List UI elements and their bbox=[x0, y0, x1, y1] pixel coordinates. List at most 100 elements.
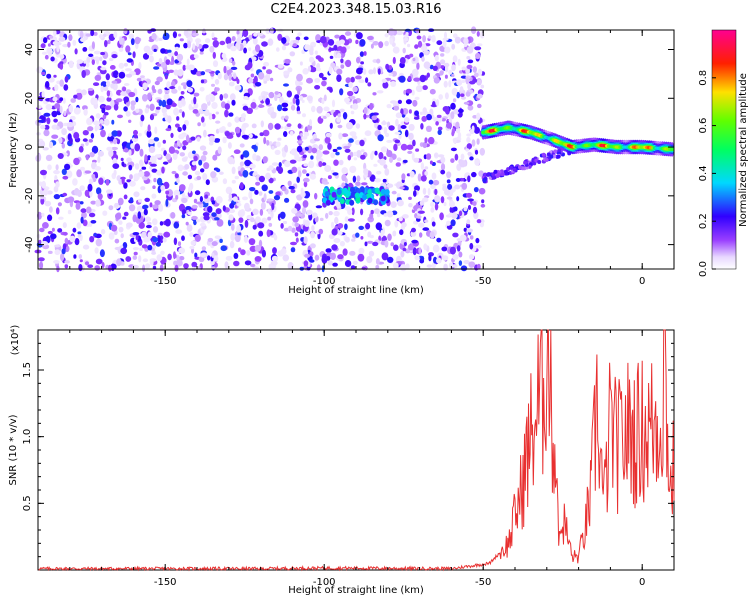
spectrogram-cell bbox=[217, 72, 222, 80]
spectrogram-cell bbox=[87, 126, 94, 132]
spectrogram-cell bbox=[443, 201, 447, 207]
spectrogram-cell bbox=[429, 202, 435, 207]
spectrogram-cell bbox=[315, 55, 322, 60]
spectrogram-cell bbox=[331, 244, 338, 251]
spectrogram-cell bbox=[417, 40, 423, 48]
spectrogram-cell bbox=[369, 174, 376, 182]
spectrogram-cell bbox=[314, 254, 320, 261]
spectrogram-cell bbox=[271, 162, 279, 166]
spectrogram-cell bbox=[347, 90, 354, 97]
spectrogram-cell bbox=[447, 183, 453, 190]
spectrogram-cell bbox=[243, 47, 248, 54]
spectrogram-cell bbox=[147, 244, 153, 251]
spectrogram-cell bbox=[460, 75, 468, 79]
spectrogram-cell bbox=[118, 62, 125, 69]
spectrogram-cell bbox=[380, 146, 388, 153]
spectrogram-cell bbox=[265, 98, 270, 105]
spectrogram-cell bbox=[345, 77, 352, 84]
spectrogram-cell bbox=[244, 202, 250, 211]
spectrogram-cell bbox=[128, 164, 133, 171]
spectrogram-cell bbox=[262, 156, 268, 164]
spectrogram-cell bbox=[177, 164, 184, 172]
spectrogram-cell bbox=[356, 150, 362, 158]
spectrogram-cell bbox=[155, 106, 161, 110]
spectrogram-cell bbox=[315, 34, 321, 42]
spectrogram-cell bbox=[270, 111, 277, 119]
spectrogram-cell bbox=[471, 171, 477, 178]
spectrogram-cell bbox=[152, 226, 159, 233]
spectrogram-cell bbox=[91, 59, 96, 65]
spectrogram-cell bbox=[244, 159, 252, 167]
spectrogram-cell bbox=[43, 37, 48, 44]
spectrogram-cell bbox=[173, 251, 176, 260]
spectrogram-cell bbox=[450, 219, 456, 227]
spectrogram-cell bbox=[420, 257, 425, 261]
spectrogram-cell bbox=[252, 37, 258, 45]
spectrogram-cell bbox=[166, 98, 173, 106]
spectrogram-cell bbox=[108, 149, 114, 157]
spectrogram-cell bbox=[422, 35, 426, 43]
x-tick-label: 0 bbox=[639, 577, 645, 588]
spectrogram-cell bbox=[212, 60, 219, 68]
spectrogram-cell bbox=[360, 149, 365, 153]
spectrogram-cell bbox=[194, 234, 201, 242]
spectrogram-cell bbox=[192, 150, 196, 155]
spectrogram-cell bbox=[94, 166, 102, 171]
spectrogram-cell bbox=[215, 87, 220, 92]
spectrogram-cell bbox=[94, 74, 102, 81]
spectrogram-cell bbox=[139, 247, 144, 251]
spectrogram-cell bbox=[468, 254, 475, 260]
spectrogram-cell bbox=[381, 121, 387, 125]
spectrogram-cell bbox=[136, 205, 143, 213]
spectrogram-cell bbox=[460, 93, 465, 97]
spectrogram-cell bbox=[110, 99, 115, 108]
spectrogram-cell bbox=[115, 212, 122, 220]
spectrogram-cell bbox=[113, 169, 117, 176]
spectrogram-cell bbox=[338, 159, 344, 166]
spectrogram-cell bbox=[36, 234, 41, 239]
spectrogram-cell bbox=[361, 182, 368, 186]
spectrogram-cell bbox=[475, 244, 482, 249]
spectrogram-cell bbox=[81, 70, 86, 78]
spectrogram-cell bbox=[358, 247, 365, 254]
spectrogram-cell bbox=[407, 244, 414, 251]
spectrogram-cell bbox=[159, 235, 164, 244]
spectrogram-cell bbox=[51, 110, 58, 118]
spectrogram-cell bbox=[458, 210, 463, 217]
spectrogram-cell bbox=[95, 199, 101, 207]
spectrogram-cell bbox=[145, 216, 151, 222]
spectrogram-cell bbox=[352, 260, 358, 265]
spectrogram-cell bbox=[185, 221, 189, 226]
spectrogram-cell bbox=[191, 261, 198, 268]
spectrogram-cell bbox=[336, 189, 342, 195]
spectrogram-cell bbox=[390, 201, 397, 209]
spectrogram-cell bbox=[424, 219, 429, 223]
spectrogram-cell bbox=[172, 152, 178, 160]
spectrogram-cell bbox=[169, 86, 176, 90]
spectrogram-cell bbox=[450, 111, 455, 120]
spectrogram-cell bbox=[311, 105, 316, 113]
spectrogram-cell bbox=[387, 256, 394, 263]
spectrogram-cell bbox=[162, 237, 167, 243]
spectrogram-cell bbox=[397, 99, 402, 104]
spectrogram-cell bbox=[339, 39, 346, 45]
spectrogram-cell bbox=[78, 264, 83, 272]
spectrogram-cell bbox=[301, 49, 306, 55]
spectrogram-cell bbox=[372, 41, 379, 46]
spectrogram-cell bbox=[244, 219, 249, 228]
spectrogram-cell bbox=[294, 232, 299, 237]
spectrogram-cell bbox=[386, 183, 394, 188]
spectrogram-cell bbox=[181, 111, 185, 118]
spectrogram-cell bbox=[138, 61, 142, 70]
spectrogram-cell bbox=[453, 137, 457, 144]
spectrogram-cell bbox=[267, 122, 274, 131]
spectrogram-cell bbox=[183, 42, 188, 49]
spectrogram-cell bbox=[407, 75, 412, 81]
spectrogram-cell bbox=[324, 165, 332, 172]
spectrogram-cell bbox=[369, 212, 374, 220]
spectrogram-cell bbox=[449, 200, 455, 208]
spectrogram-cell bbox=[250, 217, 255, 223]
spectrogram-cell bbox=[57, 202, 63, 207]
spectrogram-cell bbox=[211, 113, 216, 120]
spectrogram-cell bbox=[222, 136, 227, 144]
